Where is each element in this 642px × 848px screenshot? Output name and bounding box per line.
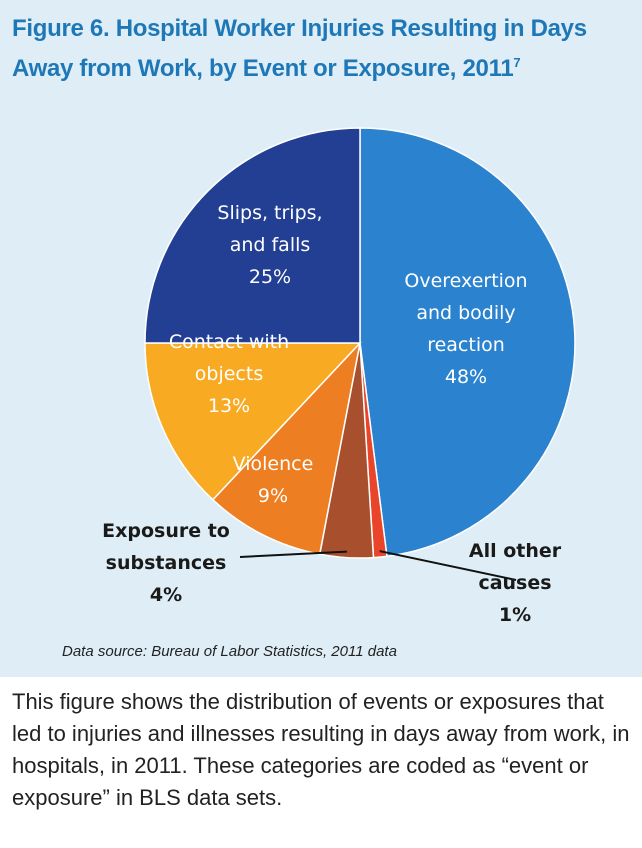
slice-name-label: Exposure to xyxy=(102,520,230,542)
slice-label: Overexertion and bodily reaction 48% xyxy=(404,270,527,388)
chart-title: Figure 6. Hospital Worker Injuries Resul… xyxy=(12,12,632,86)
slice-label: All other causes 1% xyxy=(469,540,562,626)
slice-value-label: 25% xyxy=(249,266,291,288)
slice-labels: Overexertion and bodily reaction 48% All oth… xyxy=(102,202,562,626)
slice-value-label: 4% xyxy=(150,584,182,606)
slice-label: Exposure to substances 4% xyxy=(102,520,230,606)
slice-name-label: Contact with xyxy=(169,331,289,353)
slice-label: Contact with objects 13% xyxy=(169,331,289,417)
slice-name-label: substances xyxy=(106,552,227,574)
slice-name-label: All other xyxy=(469,540,562,562)
slice-name-label: Slips, trips, xyxy=(217,202,322,224)
pie-chart: Overexertion and bodily reaction 48% All oth… xyxy=(102,127,576,626)
chart-title-text: Figure 6. Hospital Worker Injuries Resul… xyxy=(12,15,587,82)
slice-value-label: 9% xyxy=(258,485,288,507)
pie-slices xyxy=(144,127,576,559)
pie-slice xyxy=(359,127,576,558)
slice-name-label: and bodily xyxy=(416,302,515,324)
title-footnote-marker: 7 xyxy=(513,55,521,70)
slice-name-label: causes xyxy=(478,572,551,594)
slice-label: Slips, trips, and falls 25% xyxy=(217,202,322,288)
slice-value-label: 48% xyxy=(445,366,487,388)
slice-name-label: objects xyxy=(195,363,263,385)
slice-value-label: 1% xyxy=(499,604,531,626)
slice-name-label: reaction xyxy=(427,334,505,356)
pie-slice xyxy=(144,342,362,501)
leader-lines xyxy=(239,550,517,581)
pie-slice xyxy=(144,127,361,344)
data-source: Data source: Bureau of Labor Statistics,… xyxy=(62,643,397,660)
slice-name-label: Overexertion xyxy=(404,270,527,292)
slice-name-label: Violence xyxy=(233,453,314,475)
slice-label: Violence 9% xyxy=(233,453,314,507)
leader-line xyxy=(379,550,517,581)
slice-name-label: and falls xyxy=(230,234,311,256)
slice-value-label: 13% xyxy=(208,395,250,417)
figure-caption: This figure shows the distribution of ev… xyxy=(12,689,630,810)
leader-line xyxy=(239,550,347,558)
